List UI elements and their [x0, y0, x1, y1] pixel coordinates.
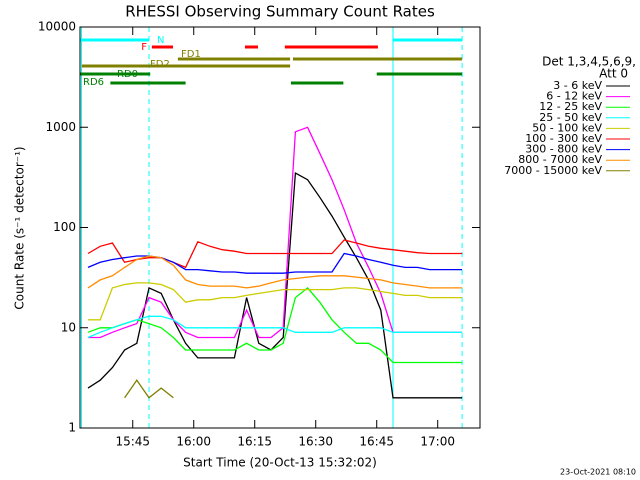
legend-label: 25 - 50 keV — [539, 111, 602, 124]
x-tick-label: 17:00 — [420, 435, 455, 449]
series-line — [124, 379, 174, 399]
flag-label: F — [141, 42, 147, 53]
legend-label: 50 - 100 keV — [532, 121, 602, 134]
footer: 23-Oct-2021 08:10 — [560, 468, 636, 477]
y-tick-label: 1000 — [45, 120, 76, 134]
flag-label: RD0 — [117, 69, 138, 80]
chart-title: RHESSI Observing Summary Count Rates — [125, 3, 435, 21]
y-tick-label: 10000 — [38, 20, 76, 34]
legend-label: 6 - 12 keV — [546, 90, 602, 103]
series-line — [87, 255, 463, 289]
flag-label: FD2 — [150, 59, 170, 70]
x-tick-label: 16:30 — [298, 435, 333, 449]
y-axis-label: Count Rate (s⁻¹ detector⁻¹) — [13, 146, 27, 309]
y-tick-label: 10 — [61, 320, 76, 334]
series-line — [87, 171, 463, 399]
y-tick-label: 100 — [53, 220, 76, 234]
y-tick-label: 1 — [68, 421, 76, 435]
legend-label: 12 - 25 keV — [539, 100, 602, 113]
legend-title: Det 1,3,4,5,6,9, — [542, 55, 636, 69]
series-line — [88, 282, 463, 321]
legend-label: 300 - 800 keV — [525, 143, 602, 156]
series-line — [87, 287, 463, 364]
x-tick-label: 16:00 — [176, 435, 211, 449]
flag-label: N — [157, 35, 164, 46]
legend-label: 7000 - 15000 keV — [504, 164, 602, 177]
series-line — [87, 315, 463, 339]
legend-label: 100 - 300 keV — [525, 132, 602, 145]
legend-label: 3 - 6 keV — [553, 79, 602, 92]
flag-label: RD6 — [83, 77, 104, 88]
legend-label: 800 - 7000 keV — [518, 153, 602, 166]
flag-label: FD1 — [181, 49, 201, 60]
x-tick-label: 16:15 — [237, 435, 272, 449]
x-tick-label: 15:45 — [115, 435, 150, 449]
x-axis-label: Start Time (20-Oct-13 15:32:02) — [183, 456, 377, 470]
series-line — [87, 239, 463, 269]
x-tick-label: 16:45 — [359, 435, 394, 449]
legend-title: Att 0 — [599, 67, 628, 81]
